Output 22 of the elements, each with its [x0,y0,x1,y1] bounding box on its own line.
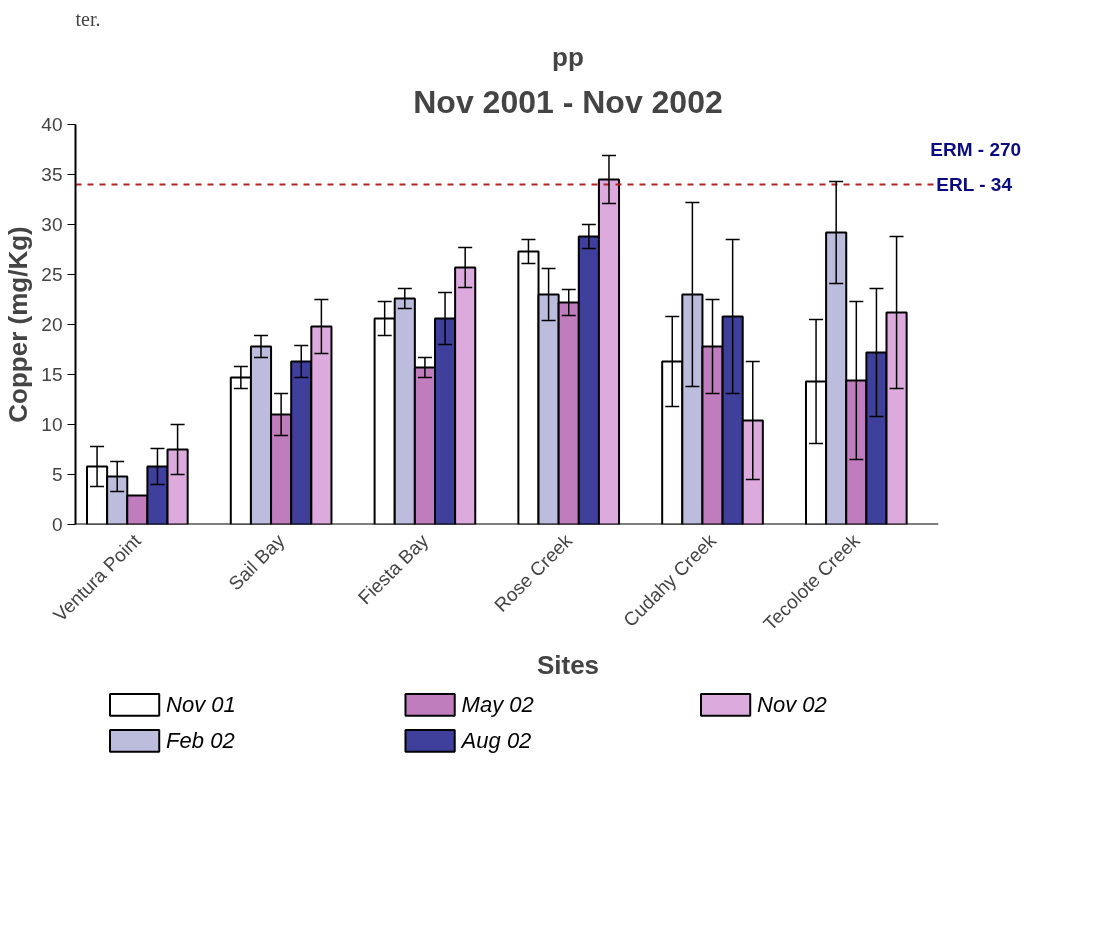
x-tick-label: Sail Bay [224,529,289,595]
legend-label: Nov 01 [166,692,236,718]
y-tick-label: 5 [51,464,63,485]
y-tick-label: 25 [41,264,63,285]
x-axis-title: Sites [536,649,600,680]
y-tick-label: 10 [41,414,63,435]
chart-subtitle: Nov 2001 - Nov 2002 [413,83,723,120]
legend-label: Aug 02 [459,728,532,754]
annotation: ERM - 270 [930,139,1022,160]
y-tick-label: 30 [41,214,63,235]
y-tick-label: 40 [41,114,63,135]
legend-label: Nov 02 [757,692,827,718]
legend-label: May 02 [461,692,534,718]
y-tick-label: 20 [41,314,63,335]
chart-title: pp [552,41,584,72]
ref-line-label: ERL - 34 [936,174,1013,195]
text: ter. [75,7,101,30]
y-tick-label: 15 [41,364,63,385]
y-axis-title: Copper (mg/Kg) [3,226,34,423]
y-tick-label: 35 [41,164,63,185]
legend-label: Feb 02 [166,728,235,754]
y-tick-label: 0 [51,514,63,535]
